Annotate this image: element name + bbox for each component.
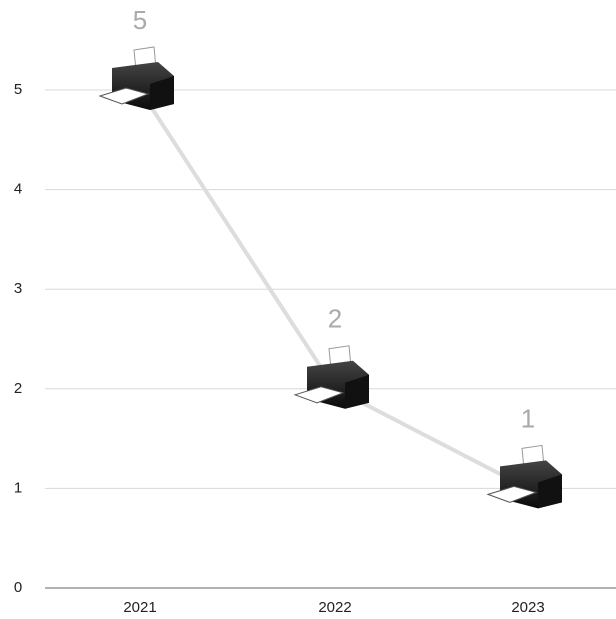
printer-side <box>345 374 369 409</box>
paper-tray <box>486 485 538 503</box>
y-tick-label: 5 <box>14 81 22 98</box>
paper-tray <box>293 386 345 404</box>
x-tick-label: 2022 <box>318 599 351 616</box>
data-label: 1 <box>521 403 535 433</box>
x-tick-label: 2023 <box>511 599 544 616</box>
printer-side <box>150 76 174 110</box>
printer-marker <box>293 345 369 409</box>
paper-tray <box>98 87 150 105</box>
data-label: 2 <box>328 304 342 334</box>
printer-side <box>538 474 562 509</box>
printer-marker <box>486 444 562 509</box>
data-label: 5 <box>133 5 147 35</box>
y-tick-label: 1 <box>14 479 22 496</box>
y-tick-label: 4 <box>14 181 22 198</box>
y-tick-label: 3 <box>14 280 22 297</box>
y-tick-label: 2 <box>14 380 22 397</box>
y-tick-label: 0 <box>14 579 22 596</box>
x-tick-label: 2021 <box>123 599 156 616</box>
printer-marker <box>98 46 174 110</box>
